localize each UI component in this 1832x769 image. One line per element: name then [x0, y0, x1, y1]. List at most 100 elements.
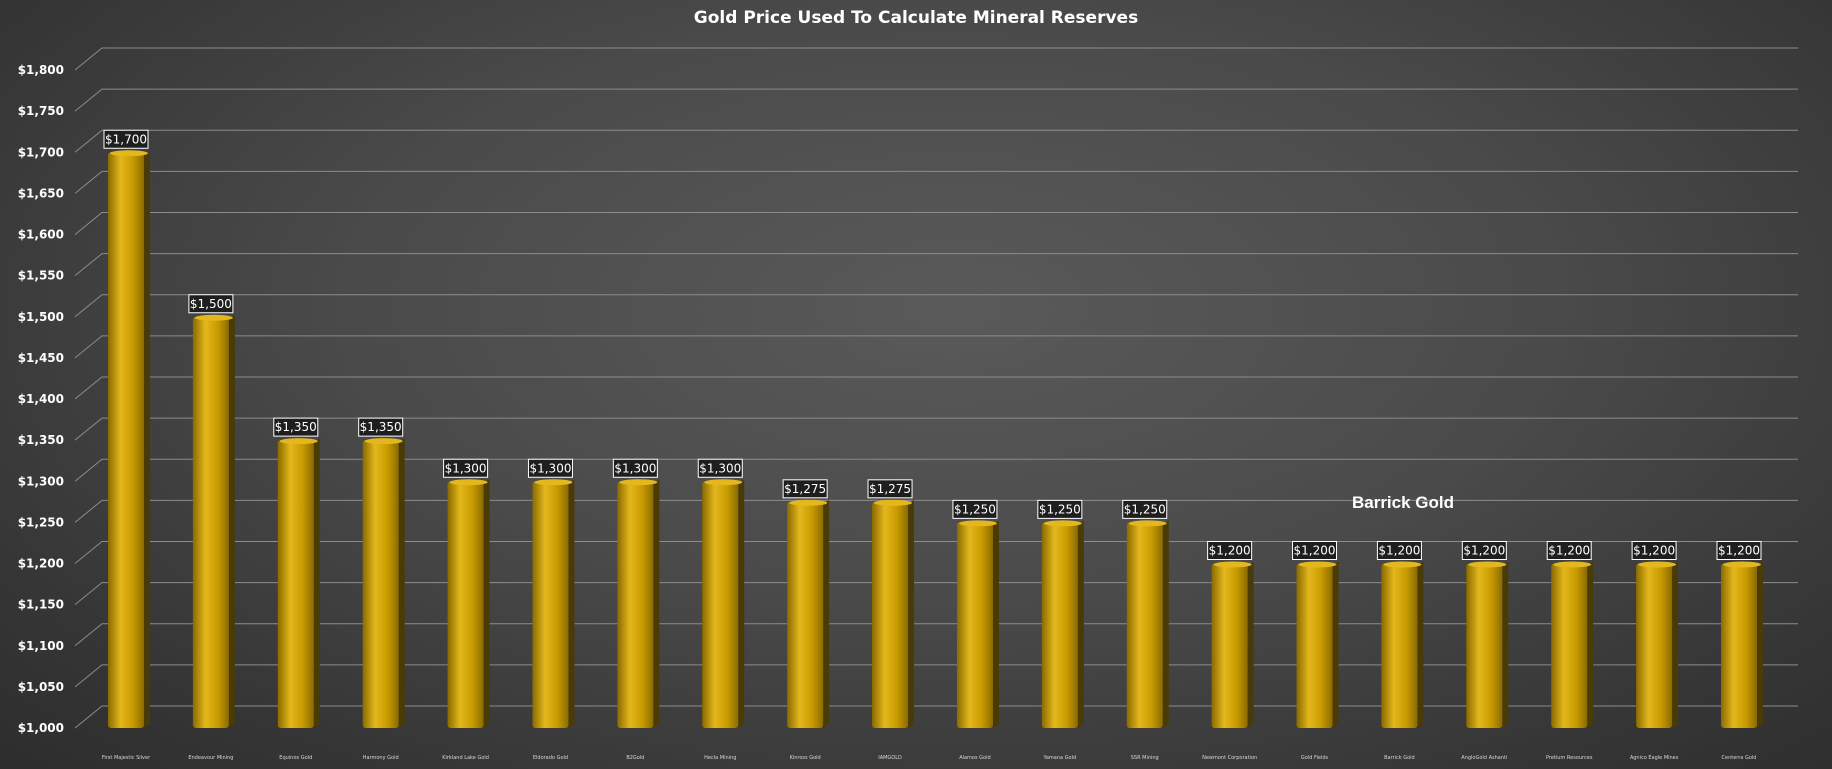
data-label-text: $1,200 [1463, 544, 1505, 558]
data-label: $1,200 [1376, 541, 1422, 560]
x-tick-label: IAMGOLD [878, 755, 902, 761]
data-label: $1,700 [103, 129, 149, 149]
gridline [74, 129, 1798, 153]
gridline [74, 88, 1798, 112]
data-label-box [188, 294, 234, 314]
data-label-box [1716, 541, 1762, 560]
data-label-text: $1,275 [869, 482, 911, 496]
bar-front [872, 501, 909, 728]
bar [1126, 520, 1169, 728]
data-label-text: $1,250 [1124, 502, 1166, 516]
bar [192, 314, 235, 728]
bar [1041, 520, 1084, 728]
bar-top [619, 479, 658, 486]
data-label-text: $1,500 [190, 297, 232, 311]
bar-front [362, 440, 399, 728]
bar-top [1723, 561, 1761, 568]
bar-side [1672, 561, 1679, 728]
data-label-text: $1,200 [1209, 544, 1251, 558]
bar-side [398, 438, 405, 728]
data-label-box [1292, 541, 1338, 560]
data-label: $1,200 [1207, 541, 1253, 560]
y-tick-label: $1,600 [18, 228, 64, 242]
bar-front [277, 440, 314, 728]
annotation-barrick: Barrick Gold [1352, 493, 1454, 512]
data-label-box [612, 458, 658, 478]
data-label-box [443, 458, 489, 478]
y-tick-label: $1,000 [18, 721, 64, 735]
data-label: $1,200 [1631, 541, 1677, 560]
x-tick-label: Kirkland Lake Gold [442, 755, 489, 761]
gridline [74, 335, 1798, 359]
x-tick-label: First Majestic Silver [102, 755, 151, 761]
y-tick-label: $1,500 [18, 310, 64, 324]
bars [108, 150, 1763, 728]
y-tick-label: $1,300 [18, 474, 64, 488]
data-label-box [697, 458, 743, 478]
bar-side [823, 499, 830, 728]
bar-top [1383, 561, 1422, 568]
data-label-text: $1,700 [105, 132, 147, 146]
data-label: $1,275 [867, 479, 913, 499]
bar-side [653, 479, 660, 728]
x-tick-label: Agnico Eagle Mines [1630, 755, 1679, 761]
data-label-box [782, 479, 828, 499]
bar-top [1468, 561, 1507, 568]
x-tick-label: Yamana Gold [1042, 755, 1076, 761]
bar-top [364, 438, 403, 445]
bar-side [228, 314, 235, 728]
y-tick-label: $1,150 [18, 598, 64, 612]
gridline [74, 499, 1798, 523]
data-label: $1,350 [273, 417, 319, 437]
bar [532, 479, 575, 728]
bar-side [1417, 561, 1424, 728]
y-axis-ticks: $1,000 $1,050 $1,100 $1,150 $1,200 $1,250 $1,3… [18, 63, 64, 735]
bar [1466, 561, 1509, 728]
y-tick-label: $1,200 [18, 557, 64, 571]
data-label-box [103, 129, 149, 149]
bar [1296, 561, 1339, 728]
data-label-box [527, 458, 573, 478]
y-tick-label: $1,450 [18, 351, 64, 365]
data-label: $1,300 [443, 458, 489, 478]
gridline [74, 47, 1798, 71]
bar-top [704, 479, 743, 486]
gridline [74, 212, 1798, 235]
data-label-text: $1,300 [699, 461, 741, 475]
bar-top [874, 499, 913, 506]
x-tick-label: Endeavour Mining [188, 755, 233, 761]
x-tick-label: Alamos Gold [959, 755, 991, 761]
bar-front [108, 152, 144, 728]
x-tick-label: Equinox Gold [279, 755, 312, 761]
bar-front [192, 316, 229, 728]
data-label-text: $1,300 [614, 461, 656, 475]
x-axis-ticks: First Majestic Silver Endeavour Mining Equ… [102, 755, 1757, 761]
data-label: $1,200 [1716, 541, 1762, 560]
y-tick-label: $1,800 [18, 63, 64, 77]
y-tick-label: $1,650 [18, 186, 64, 200]
x-tick-label: Centerra Gold [1722, 755, 1757, 761]
bar-top [449, 479, 488, 486]
gridline [74, 705, 1798, 729]
data-label: $1,300 [612, 458, 658, 478]
data-label-text: $1,350 [360, 420, 402, 434]
data-label-box [1461, 541, 1507, 560]
bar-top [1638, 561, 1677, 568]
bar-side [1332, 561, 1339, 728]
data-label-box [1631, 541, 1677, 560]
data-label-box [358, 417, 404, 437]
bar-front [1296, 563, 1333, 728]
data-label: $1,250 [1122, 499, 1168, 519]
bar [1551, 561, 1594, 728]
bar-front [532, 481, 569, 728]
bar-front [1381, 563, 1418, 728]
y-tick-label: $1,550 [18, 269, 64, 283]
y-tick-label: $1,700 [18, 145, 64, 159]
data-label-text: $1,250 [954, 502, 996, 516]
data-label-box [867, 479, 913, 499]
bar [702, 479, 745, 728]
x-tick-label: Kinross Gold [790, 755, 821, 761]
bar [617, 479, 660, 728]
gridline [74, 253, 1798, 277]
